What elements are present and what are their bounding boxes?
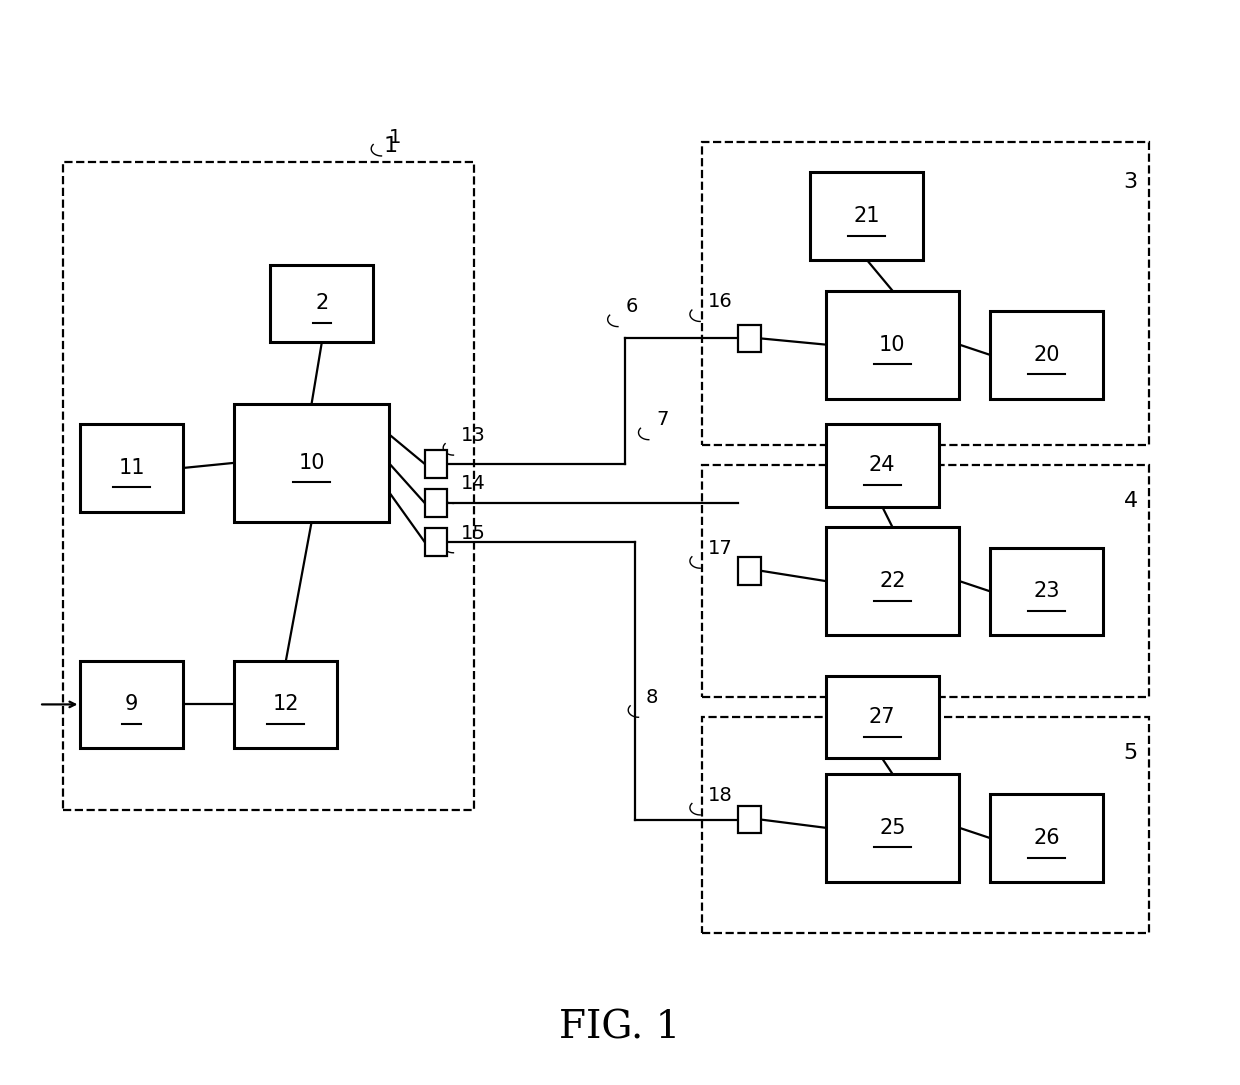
Bar: [826, 291, 960, 398]
Text: FIG. 1: FIG. 1: [559, 1009, 681, 1046]
Text: 3: 3: [1123, 173, 1138, 192]
Text: 17: 17: [707, 539, 732, 558]
Bar: [738, 557, 761, 585]
Text: 23: 23: [1033, 582, 1060, 601]
Bar: [81, 661, 184, 749]
Text: 18: 18: [707, 786, 732, 805]
Text: 10: 10: [879, 334, 905, 355]
Bar: [424, 528, 448, 556]
Text: 15: 15: [460, 523, 486, 542]
Text: 10: 10: [299, 452, 325, 473]
Bar: [81, 424, 184, 512]
Bar: [826, 527, 960, 635]
Bar: [270, 265, 373, 342]
Text: 25: 25: [879, 818, 905, 838]
Bar: [826, 424, 939, 507]
Text: 6: 6: [625, 297, 637, 317]
Text: 22: 22: [879, 571, 905, 591]
Text: 24: 24: [869, 456, 895, 475]
Bar: [810, 173, 924, 259]
Bar: [234, 661, 337, 749]
Bar: [990, 548, 1104, 635]
Text: 5: 5: [1123, 743, 1138, 763]
Bar: [424, 450, 448, 477]
Text: 7: 7: [656, 410, 668, 430]
Bar: [702, 465, 1149, 697]
Bar: [826, 774, 960, 882]
Text: 14: 14: [460, 474, 485, 494]
Text: 16: 16: [707, 292, 732, 311]
Bar: [738, 806, 761, 833]
Text: 1: 1: [383, 137, 398, 156]
Text: 8: 8: [646, 688, 658, 707]
Bar: [990, 311, 1104, 398]
Text: 26: 26: [1033, 828, 1060, 848]
Bar: [234, 404, 388, 522]
Text: 9: 9: [125, 694, 139, 714]
Bar: [738, 324, 761, 353]
Text: 1: 1: [388, 128, 401, 146]
Bar: [702, 141, 1149, 445]
Text: 21: 21: [853, 206, 880, 226]
Bar: [702, 717, 1149, 933]
Text: 12: 12: [273, 694, 299, 714]
Text: 20: 20: [1033, 345, 1060, 365]
Text: 13: 13: [460, 425, 485, 445]
Text: 27: 27: [869, 707, 895, 727]
Bar: [424, 489, 448, 516]
Bar: [63, 162, 474, 809]
Bar: [826, 676, 939, 758]
Text: 4: 4: [1123, 492, 1138, 511]
Bar: [990, 794, 1104, 882]
Text: 11: 11: [119, 458, 145, 478]
Text: 2: 2: [315, 293, 329, 314]
